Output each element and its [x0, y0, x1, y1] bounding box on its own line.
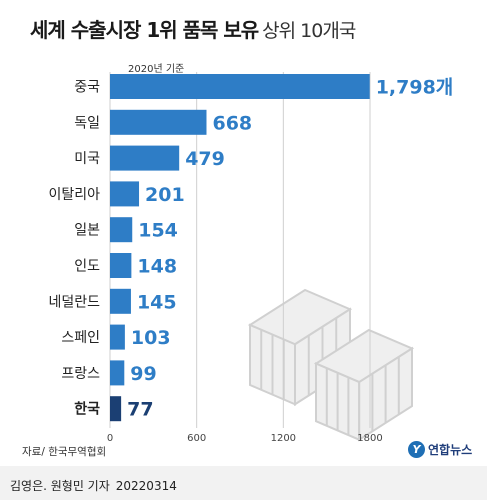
bar — [110, 324, 125, 350]
category-label: 한국 — [74, 402, 100, 418]
bar — [110, 145, 180, 171]
bar — [110, 288, 131, 314]
value-label: 77 — [127, 399, 153, 421]
yonhap-logo: Y 연합뉴스 — [408, 441, 472, 458]
credit-date: 20220314 — [115, 479, 177, 493]
category-label: 네덜란드 — [48, 294, 100, 310]
bars — [110, 74, 370, 422]
crate-front-icon — [313, 328, 415, 442]
x-tick-label: 600 — [187, 433, 206, 444]
credit-reporters: 김영은. 원형민 기자 — [10, 479, 110, 493]
bar — [110, 253, 132, 278]
value-label: 148 — [137, 256, 177, 278]
bar — [110, 109, 207, 135]
value-label: 201 — [145, 184, 185, 206]
chart-title: 세계 수출시장 1위 품목 보유 상위 10개국 — [30, 14, 356, 43]
bar — [110, 181, 140, 207]
bar — [110, 74, 370, 99]
category-label: 인도 — [74, 259, 100, 275]
value-label: 103 — [131, 327, 171, 349]
bar — [110, 217, 133, 243]
value-label: 99 — [130, 363, 156, 385]
category-label: 프랑스 — [61, 366, 100, 382]
x-tick-label: 0 — [107, 433, 113, 444]
credit-line: 김영은. 원형민 기자 20220314 — [10, 477, 177, 494]
crates-illustration — [247, 288, 415, 442]
title-sub: 상위 10개국 — [262, 20, 356, 42]
category-label: 스페인 — [61, 330, 100, 346]
category-label: 독일 — [74, 115, 100, 131]
value-label: 668 — [212, 112, 252, 134]
value-label: 479 — [185, 148, 225, 170]
logo-text: 연합뉴스 — [428, 443, 473, 457]
title-main: 세계 수출시장 1위 품목 보유 — [30, 18, 259, 42]
category-label: 미국 — [74, 151, 100, 167]
value-label: 1,798개 — [376, 77, 454, 99]
basis-note: 2020년 기준 — [128, 64, 185, 75]
logo-mark-icon: Y — [408, 441, 425, 458]
category-label: 이탈리아 — [48, 187, 100, 203]
x-tick-labels: 0 600 1200 1800 — [107, 433, 383, 444]
category-label: 중국 — [74, 80, 100, 96]
x-tick-label: 1800 — [357, 433, 382, 444]
bar — [110, 396, 122, 422]
x-tick-label: 1200 — [271, 433, 296, 444]
value-label: 145 — [137, 291, 177, 313]
bar — [110, 360, 125, 386]
category-label: 일본 — [74, 223, 100, 239]
value-label: 154 — [138, 220, 178, 242]
source-note: 자료/ 한국무역협회 — [22, 446, 107, 458]
